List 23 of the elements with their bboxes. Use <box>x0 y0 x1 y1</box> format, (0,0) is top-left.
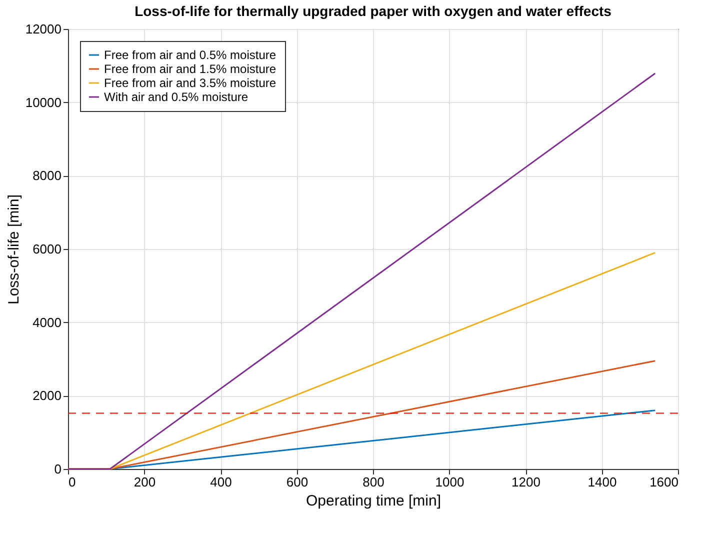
legend-label: Free from air and 3.5% moisture <box>104 76 276 90</box>
y-tick-label: 0 <box>54 462 62 476</box>
legend-label: With air and 0.5% moisture <box>104 90 248 104</box>
x-tick-label: 1200 <box>512 474 540 490</box>
x-tick-label: 600 <box>286 474 308 490</box>
x-tick-label: 1400 <box>588 474 617 490</box>
x-tick-label: 800 <box>362 474 384 490</box>
x-tick-label: 0 <box>68 474 76 490</box>
x-tick-label: 400 <box>210 474 232 490</box>
y-tick-label: 8000 <box>32 168 62 184</box>
y-tick-label: 6000 <box>32 242 62 256</box>
y-axis-title: Loss-of-life [min] <box>5 194 22 305</box>
legend-label: Free from air and 0.5% moisture <box>104 48 276 62</box>
y-tick-label: 4000 <box>32 314 62 330</box>
x-tick-label: 200 <box>134 474 156 490</box>
y-tick-label: 2000 <box>32 388 62 404</box>
y-tick-label: 12000 <box>25 22 62 36</box>
chart-title: Loss-of-life for thermally upgraded paper with oxygen and water effects <box>134 3 612 19</box>
x-tick-label: 1600 <box>650 474 678 490</box>
x-tick-label: 1000 <box>435 474 464 490</box>
x-axis-title: Operating time [min] <box>306 492 442 510</box>
legend-label: Free from air and 1.5% moisture <box>104 62 276 76</box>
y-tick-label: 10000 <box>25 94 62 110</box>
